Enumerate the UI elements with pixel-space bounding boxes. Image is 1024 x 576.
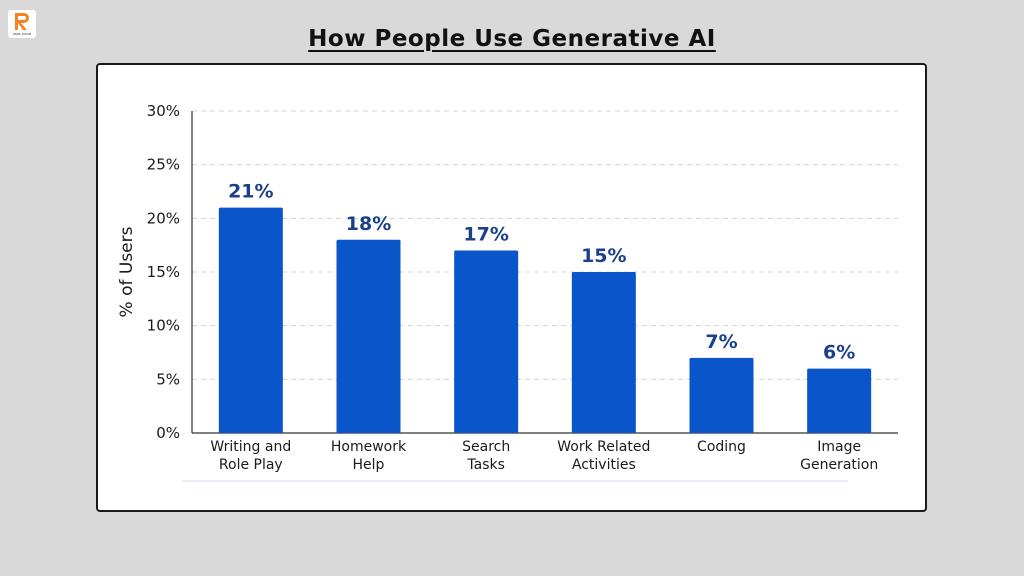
bar (689, 357, 754, 433)
bar (218, 207, 283, 433)
y-tick-label: 30% (147, 102, 180, 120)
y-tick-label: 5% (156, 370, 180, 388)
data-label: 17% (463, 224, 508, 246)
category-label: Homework (331, 439, 407, 455)
category-label: Generation (800, 457, 878, 473)
bar (807, 368, 872, 433)
category-label: Activities (572, 457, 636, 473)
y-tick-label: 25% (147, 156, 180, 174)
y-axis-label: % of Users (117, 226, 137, 317)
logo-mark-icon (15, 13, 29, 30)
y-tick-label: 0% (156, 424, 180, 442)
bar-chart: 0% 5% 10% 15% 20% 25% 30% % of Users 21% Writing … (117, 102, 898, 482)
category-label: Help (353, 457, 385, 473)
bar (571, 272, 636, 433)
bar (454, 250, 519, 433)
y-tick-label: 15% (147, 263, 180, 281)
category-label: Search (462, 439, 510, 455)
y-tick-label: 10% (147, 317, 180, 335)
category-label: Work Related (557, 439, 650, 455)
category-label: Coding (697, 439, 746, 455)
data-label: 21% (228, 181, 273, 203)
page-title: How People Use Generative AI (308, 26, 716, 52)
category-label: Image (817, 439, 861, 455)
data-label: 7% (705, 331, 737, 353)
raas-cloud-logo: raas cloud (8, 10, 36, 38)
data-label: 15% (581, 245, 626, 267)
category-label: Role Play (219, 457, 283, 473)
data-label: 6% (823, 342, 855, 364)
logo-caption: raas cloud (12, 31, 32, 36)
data-label: 18% (346, 213, 391, 235)
category-label: Tasks (466, 457, 505, 473)
category-label: Writing and (210, 439, 291, 455)
bar (336, 239, 401, 433)
y-tick-label: 20% (147, 209, 180, 227)
chart-card: 0% 5% 10% 15% 20% 25% 30% % of Users 21% Writing … (96, 63, 927, 512)
